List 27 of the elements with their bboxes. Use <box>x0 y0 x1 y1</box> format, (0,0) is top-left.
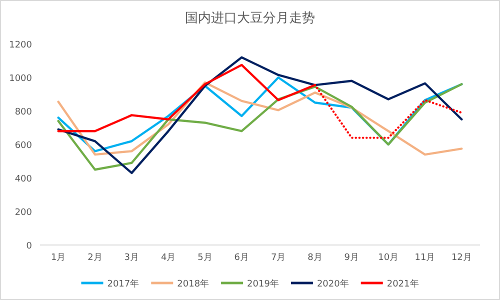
x-tick-label: 3月 <box>124 253 140 263</box>
y-tick-label: 0 <box>26 242 32 252</box>
x-tick-label: 6月 <box>234 253 250 263</box>
chart-title: 国内进口大豆分月走势 <box>185 11 315 26</box>
x-tick-label: 12月 <box>451 253 472 263</box>
line-series <box>57 83 463 171</box>
y-tick-label: 200 <box>14 208 32 218</box>
x-tick-label: 2月 <box>88 253 102 263</box>
y-tick-label: 800 <box>14 108 32 118</box>
legend-label: 2017年 <box>107 278 140 290</box>
x-tick-label: 9月 <box>344 253 360 263</box>
y-tick-label: 1200 <box>9 40 32 50</box>
legend-label: 2018年 <box>177 278 210 290</box>
line-series <box>57 56 463 174</box>
legend-label: 2021年 <box>386 278 419 290</box>
y-tick-label: 1000 <box>9 74 32 84</box>
x-tick-label: 8月 <box>308 253 322 263</box>
y-tick-label: 600 <box>14 141 32 151</box>
x-tick-label: 4月 <box>160 253 176 263</box>
y-tick-label: 400 <box>14 174 32 184</box>
legend-label: 2019年 <box>247 278 279 290</box>
x-tick-label: 7月 <box>270 253 286 263</box>
x-tick-label: 1月 <box>50 253 66 263</box>
x-tick-label: 5月 <box>198 253 212 263</box>
legend-label: 2020年 <box>316 278 349 290</box>
x-tick-label: 10月 <box>378 253 399 263</box>
x-tick-label: 11月 <box>414 253 436 263</box>
